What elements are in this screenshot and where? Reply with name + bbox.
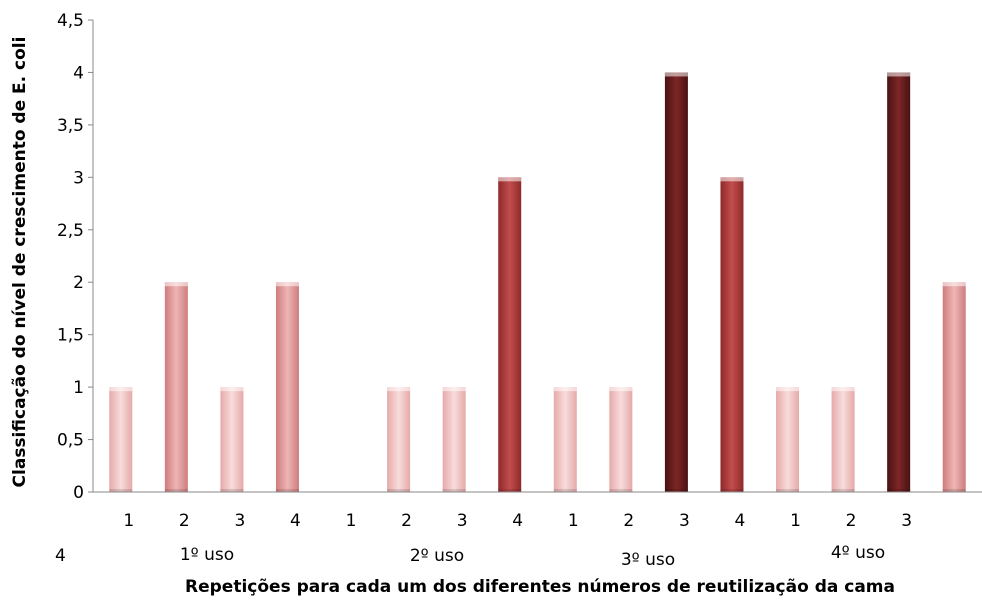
bar	[553, 387, 577, 492]
bar-shadow	[720, 489, 744, 492]
bar-shadow	[831, 489, 855, 492]
bar-body	[664, 72, 688, 492]
bar	[720, 177, 744, 493]
bar-bevel	[664, 72, 688, 77]
bar-bevel	[831, 387, 855, 392]
bars	[109, 72, 966, 493]
x-axis-title: Repetições para cada um dos diferentes n…	[185, 577, 895, 597]
orphan-category-label: 4	[55, 546, 66, 566]
bar-shadow	[664, 489, 688, 492]
bar-shadow	[887, 489, 911, 492]
bar-body	[553, 387, 577, 492]
y-tick-label: 1	[73, 378, 84, 398]
group-label: 2º uso	[410, 546, 464, 566]
bar	[664, 72, 688, 492]
x-tick-label: 4	[290, 511, 301, 531]
bar-body	[831, 387, 855, 492]
x-tick-label: 3	[457, 511, 468, 531]
bar-shadow	[498, 489, 522, 492]
bar-shadow	[609, 489, 633, 492]
bar-bevel	[109, 387, 133, 392]
x-tick-label: 4	[735, 511, 746, 531]
bar-body	[109, 387, 133, 492]
bar-bevel	[498, 177, 522, 182]
bar-body	[275, 282, 299, 492]
bar-bevel	[942, 282, 966, 287]
bar	[609, 387, 633, 492]
bar-body	[609, 387, 633, 492]
bar	[498, 177, 522, 493]
bar-bevel	[275, 282, 299, 287]
bar-bevel	[776, 387, 800, 392]
bar-bevel	[442, 387, 466, 392]
y-tick-label: 3,5	[57, 116, 84, 136]
bar	[442, 387, 466, 492]
group-label: 4º uso	[831, 543, 885, 563]
y-tick-label: 1,5	[57, 326, 84, 346]
bar-shadow	[109, 489, 133, 492]
x-tick-label: 3	[234, 511, 245, 531]
bar-bevel	[553, 387, 577, 392]
bar	[776, 387, 800, 492]
bar	[831, 387, 855, 492]
bar-body	[442, 387, 466, 492]
bar-shadow	[776, 489, 800, 492]
bar-body	[387, 387, 411, 492]
bar	[164, 282, 188, 492]
bar-body	[776, 387, 800, 492]
bar	[275, 282, 299, 492]
y-tick-label: 4	[73, 63, 84, 83]
x-tick-label: 2	[179, 511, 190, 531]
bar	[887, 72, 911, 492]
bar	[942, 282, 966, 492]
x-tick-label: 2	[401, 511, 412, 531]
x-tick-label: 1	[568, 511, 579, 531]
bar-bevel	[387, 387, 411, 392]
y-tick-label: 4,5	[57, 11, 84, 31]
bar-body	[164, 282, 188, 492]
y-tick-label: 2	[73, 273, 84, 293]
bar-shadow	[442, 489, 466, 492]
bar-body	[220, 387, 244, 492]
bar	[387, 387, 411, 492]
bar-shadow	[275, 489, 299, 492]
group-label: 1º uso	[180, 545, 234, 565]
bar	[109, 387, 133, 492]
x-tick-label: 4	[512, 511, 523, 531]
bar-body	[720, 177, 744, 493]
bar-shadow	[164, 489, 188, 492]
bar-bevel	[164, 282, 188, 287]
y-axis: 0 0,5 1 1,5 2 2,5 3 3,5 4 4,5	[57, 11, 94, 503]
x-tick-label: 1	[790, 511, 801, 531]
bar-shadow	[220, 489, 244, 492]
bar	[220, 387, 244, 492]
y-tick-label: 0	[73, 483, 84, 503]
bar-shadow	[553, 489, 577, 492]
x-tick-label: 3	[679, 511, 690, 531]
x-tick-label: 1	[123, 511, 134, 531]
bar-body	[887, 72, 911, 492]
bar-shadow	[942, 489, 966, 492]
x-tick-label: 1	[346, 511, 357, 531]
x-tick-label: 2	[846, 511, 857, 531]
bar-shadow	[387, 489, 411, 492]
y-axis-title: Classificação do nível de crescimento de…	[10, 37, 30, 488]
bar-bevel	[220, 387, 244, 392]
y-tick-label: 2,5	[57, 221, 84, 241]
y-tick-label: 3	[73, 168, 84, 188]
bar-bevel	[609, 387, 633, 392]
group-label: 3º uso	[621, 550, 675, 570]
x-axis: 1 2 3 4 1 2 3 4 1 2 3 4 1 2 31º uso 2º uso 3º uso 4º uso	[93, 491, 982, 570]
x-tick-label: 2	[623, 511, 634, 531]
x-tick-label: 3	[901, 511, 912, 531]
bar-body	[942, 282, 966, 492]
y-tick-label: 0,5	[57, 431, 84, 451]
bar-bevel	[720, 177, 744, 182]
bar-bevel	[887, 72, 911, 77]
bar-body	[498, 177, 522, 493]
